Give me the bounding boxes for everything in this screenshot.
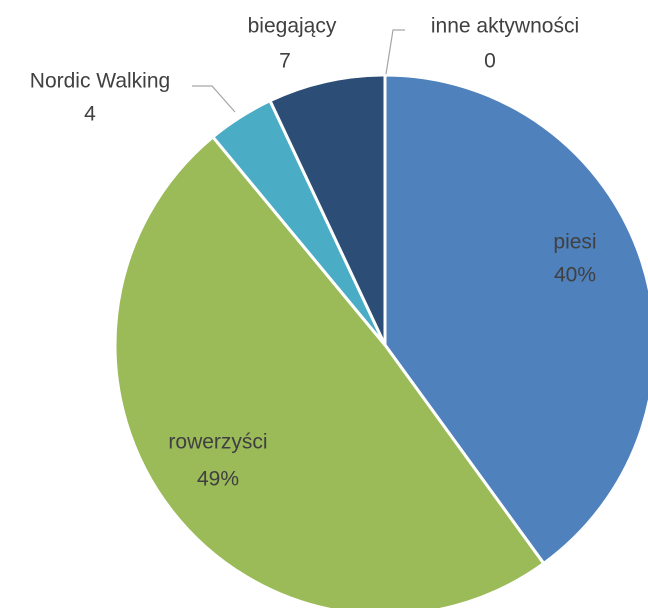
slice-label: biegający — [248, 15, 337, 38]
pie-slice — [268, 73, 387, 347]
value-label: 7 — [279, 50, 291, 73]
pie-slice — [383, 73, 648, 565]
pie-slice — [113, 135, 546, 608]
value-label: 40% — [554, 264, 596, 287]
leader-line — [192, 85, 236, 113]
slice-label: inne aktywności — [431, 15, 579, 38]
leader-line — [385, 29, 405, 75]
slice-label: Nordic Walking — [30, 70, 170, 93]
slice-label: rowerzyści — [168, 431, 267, 454]
value-label: 49% — [197, 468, 239, 491]
value-label: 4 — [84, 103, 96, 126]
value-label: 0 — [484, 50, 496, 73]
slice-label: piesi — [553, 231, 596, 254]
